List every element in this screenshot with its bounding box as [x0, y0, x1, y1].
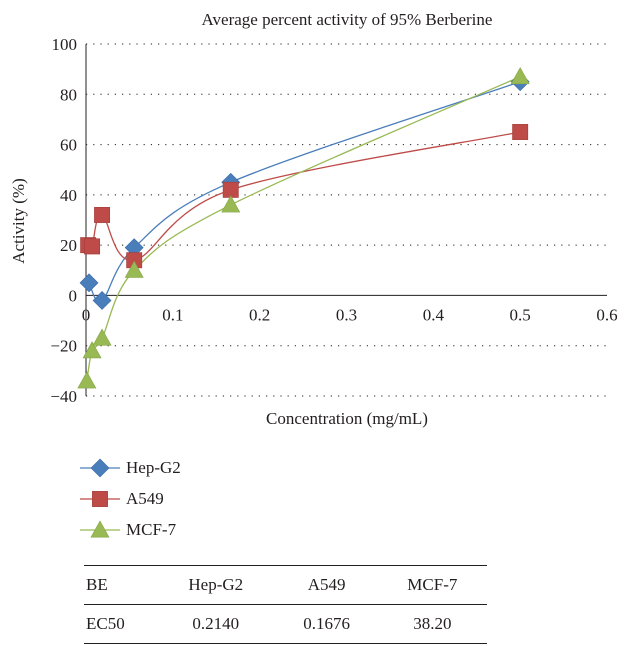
x-tick-label: 0.4 [423, 305, 445, 324]
chart: Average percent activity of 95% Berberin… [9, 10, 618, 428]
y-tick-label: 100 [52, 35, 78, 54]
a549-point [222, 181, 239, 198]
legend-item-a549: A549 [80, 483, 181, 514]
x-tick-label: 0.3 [336, 305, 357, 324]
a549-point [92, 490, 108, 507]
legend-label: A549 [126, 488, 164, 508]
table-cell: 0.1676 [275, 604, 378, 644]
y-tick-label: 80 [60, 85, 77, 104]
mcf-7-point [124, 260, 144, 278]
legend-swatch-a549 [80, 490, 120, 507]
x-tick-label: 0.1 [162, 305, 183, 324]
table-header-row: BE Hep-G2 A549 MCF-7 [84, 565, 487, 605]
ec50-table: BE Hep-G2 A549 MCF-7 EC50 0.2140 0.1676 … [84, 565, 487, 644]
tick-labels: −40 −20 0 20 40 60 80 100 0 0.1 0.2 0.3 0.4 0.5 0.6 [50, 35, 617, 406]
mcf-7-point [77, 371, 97, 389]
x-tick-label: 0.2 [249, 305, 270, 324]
table-cell: EC50 [84, 604, 156, 644]
table-cell: 0.2140 [156, 604, 276, 644]
table-header-cell: BE [84, 565, 156, 605]
y-axis-label: Activity (%) [9, 178, 28, 263]
hep-g2-point [79, 273, 99, 293]
y-tick-label: −20 [50, 337, 77, 356]
legend-item-mcf-7: MCF-7 [80, 514, 181, 545]
hep-g2-point [92, 291, 112, 310]
x-axis-label: Concentration (mg/mL) [266, 409, 428, 428]
table-header-cell: Hep-G2 [156, 565, 276, 605]
y-tick-label: −40 [50, 387, 77, 406]
legend-swatch-mcf-7 [80, 519, 120, 538]
legend-label: MCF-7 [126, 519, 177, 539]
a549-line [87, 131, 521, 261]
x-tick-label: 0.6 [596, 305, 617, 324]
x-tick-label: 0.5 [510, 305, 531, 324]
legend-swatch-hep-g2 [80, 458, 120, 477]
a549-point [94, 207, 111, 223]
y-tick-label: 60 [60, 136, 77, 155]
table-header-cell: A549 [275, 565, 378, 605]
y-tick-label: 20 [60, 236, 77, 255]
a549-point [84, 238, 101, 255]
mcf-7-point [92, 328, 112, 346]
legend: Hep-G2 A549 MCF-7 [80, 452, 181, 545]
y-tick-label: 0 [69, 286, 78, 305]
axes [85, 44, 607, 396]
mcf-7-point [82, 341, 102, 359]
table-row: EC50 0.2140 0.1676 38.20 [84, 604, 487, 644]
mcf-7-point [90, 519, 110, 538]
x-tick-label: 0 [82, 305, 91, 324]
mcf-7-point [221, 195, 241, 213]
y-tick-label: 40 [60, 186, 77, 205]
legend-item-hep-g2: Hep-G2 [80, 452, 181, 483]
hep-g2-line [88, 81, 521, 303]
mcf-7-line [86, 76, 521, 382]
chart-title: Average percent activity of 95% Berberin… [202, 10, 493, 29]
legend-label: Hep-G2 [126, 457, 181, 477]
table-header-cell: MCF-7 [377, 565, 487, 605]
series-layer [77, 67, 530, 389]
mcf-7-point [510, 67, 530, 85]
table-cell: 38.20 [377, 604, 487, 644]
a549-point [512, 124, 529, 140]
hep-g2-point [90, 458, 110, 477]
grid-lines [86, 43, 607, 397]
